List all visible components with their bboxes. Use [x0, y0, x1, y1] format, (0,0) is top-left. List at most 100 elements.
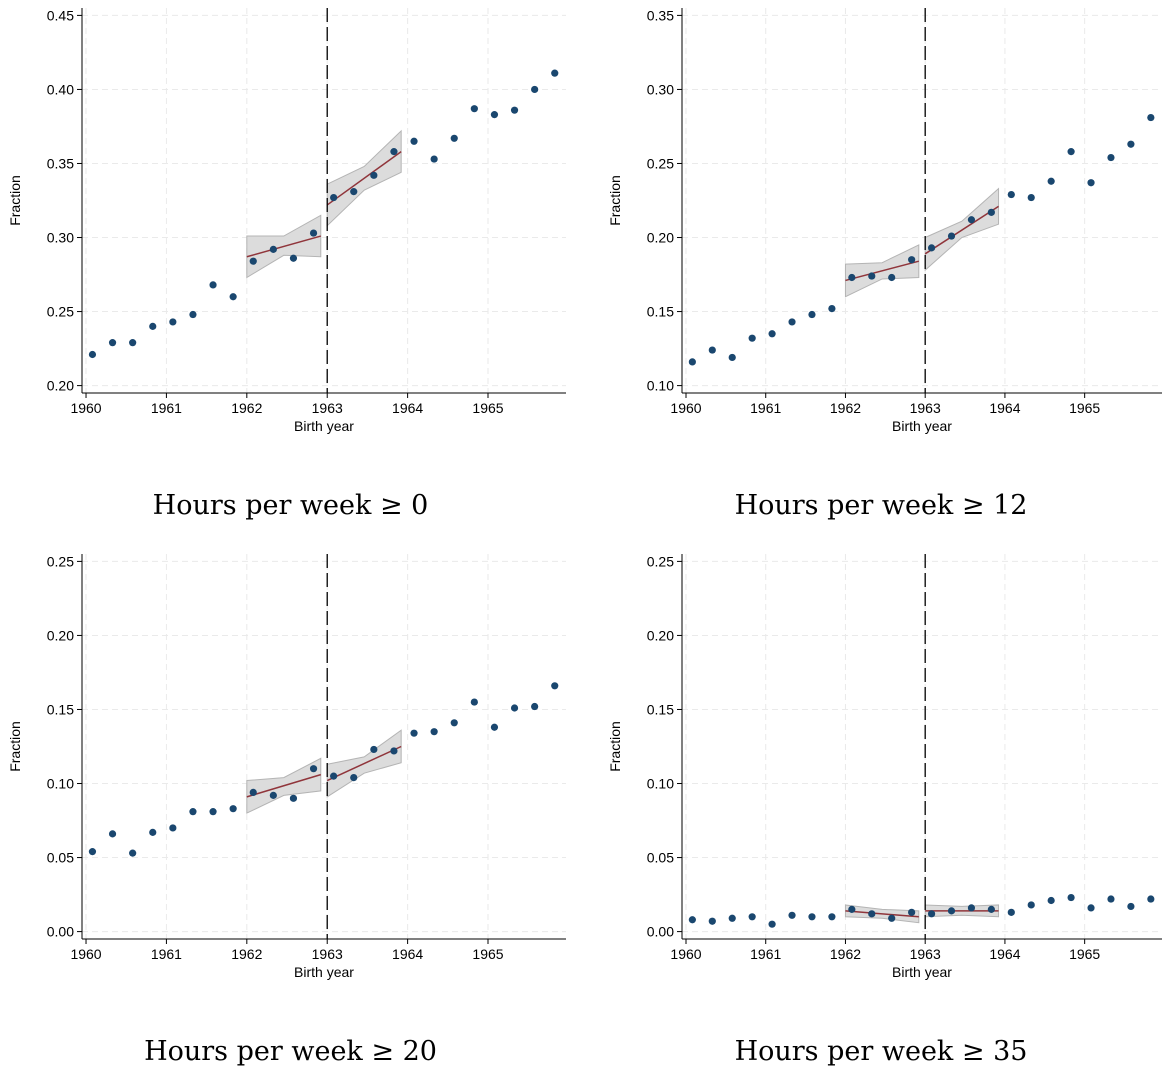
- fit-line: [326, 151, 402, 206]
- data-point: [309, 765, 318, 773]
- fit-line: [246, 773, 321, 798]
- data-point: [1127, 902, 1135, 911]
- data-point: [490, 723, 499, 731]
- y-tick-label: 0.35: [647, 7, 674, 23]
- x-tick-label: 1965: [1069, 400, 1100, 416]
- data-point: [808, 913, 816, 921]
- data-point: [410, 729, 418, 737]
- data-point: [350, 188, 358, 196]
- data-point: [967, 904, 976, 912]
- data-point: [748, 334, 756, 342]
- y-tick-label: 0.10: [47, 776, 74, 792]
- y-tick-label: 0.20: [47, 627, 74, 643]
- data-point: [249, 788, 257, 797]
- x-tick-label: 1964: [989, 946, 1020, 962]
- data-point: [189, 310, 197, 319]
- data-point: [330, 772, 338, 780]
- y-tick-label: 0.15: [647, 701, 674, 717]
- data-point: [450, 719, 458, 727]
- y-axis-title: Fraction: [607, 721, 623, 772]
- data-point: [149, 322, 157, 330]
- data-point: [510, 704, 519, 712]
- y-tick-label: 0.10: [647, 378, 674, 394]
- data-point: [209, 281, 217, 289]
- x-axis-title: Birth year: [294, 964, 354, 980]
- data-point: [551, 682, 559, 690]
- data-point: [330, 193, 338, 202]
- data-point: [108, 830, 117, 838]
- data-point: [888, 273, 896, 282]
- panel-hours-20: 0.00 0.05 0.10 0.15 0.20 0.25 1960 1961 1962 1963…: [0, 546, 581, 1082]
- data-point: [708, 917, 716, 925]
- data-point: [390, 148, 398, 156]
- data-point: [249, 257, 257, 265]
- caption-hours-35: Hours per week ≥ 35: [734, 1036, 1028, 1067]
- y-tick-label: 0.25: [47, 553, 74, 569]
- data-point: [728, 914, 736, 922]
- data-point: [189, 808, 197, 816]
- data-point: [828, 913, 836, 921]
- y-tick-label: 0.20: [47, 378, 74, 394]
- data-point: [551, 69, 559, 77]
- data-point: [229, 805, 237, 813]
- data-point: [1147, 895, 1155, 903]
- y-tick-label: 0.25: [47, 304, 74, 320]
- x-tick-label: 1961: [750, 400, 781, 416]
- data-point: [1107, 153, 1115, 162]
- panel-hours-35: 0.00 0.05 0.10 0.15 0.20 0.25 1960 1961 1962 1963…: [600, 546, 1162, 1082]
- data-point: [1007, 908, 1015, 916]
- chart-hours-12: 0.10 0.15 0.20 0.25 0.30 0.35 1960 1961 1962 1963…: [607, 7, 1162, 434]
- x-tick-label: 1963: [910, 400, 941, 416]
- data-point: [470, 105, 478, 113]
- data-point: [688, 358, 696, 366]
- x-tick-label: 1965: [1069, 946, 1100, 962]
- data-point: [450, 134, 458, 142]
- data-point: [510, 106, 519, 114]
- y-tick-label: 0.35: [47, 155, 74, 171]
- data-point: [708, 346, 716, 354]
- data-point: [1087, 179, 1095, 187]
- y-tick-label: 0.40: [47, 81, 74, 97]
- panel-hours-0: 0.20 0.25 0.30 0.35 0.40 0.45 1960 1961 1962 1963…: [0, 0, 581, 536]
- y-axis-title: Fraction: [607, 175, 623, 226]
- data-point: [88, 350, 97, 359]
- y-tick-label: 0.20: [647, 627, 674, 643]
- data-point: [728, 353, 736, 362]
- data-point: [169, 824, 177, 832]
- data-point: [289, 254, 298, 262]
- y-tick-label: 0.20: [647, 230, 674, 246]
- x-tick-label: 1962: [830, 946, 861, 962]
- caption-hours-12: Hours per week ≥ 12: [734, 490, 1028, 521]
- x-tick-label: 1963: [910, 946, 941, 962]
- data-point: [430, 728, 438, 736]
- data-point: [908, 908, 916, 916]
- data-point: [1067, 148, 1075, 156]
- data-point: [269, 245, 277, 253]
- data-point: [1147, 113, 1155, 122]
- data-point: [531, 702, 539, 711]
- data-point: [129, 849, 137, 857]
- data-point: [947, 232, 956, 240]
- data-point: [1127, 140, 1135, 148]
- x-tick-label: 1963: [312, 946, 343, 962]
- y-tick-label: 0.45: [47, 7, 74, 23]
- data-point: [748, 913, 756, 921]
- data-point: [927, 910, 936, 918]
- data-point: [908, 256, 916, 264]
- x-tick-label: 1965: [472, 946, 503, 962]
- y-axis-title: Fraction: [7, 721, 23, 772]
- x-tick-label: 1960: [670, 400, 701, 416]
- y-axis-title: Fraction: [7, 175, 23, 226]
- x-tick-label: 1962: [231, 400, 262, 416]
- data-point: [209, 808, 217, 816]
- x-tick-label: 1964: [392, 946, 423, 962]
- x-axis-title: Birth year: [294, 418, 354, 434]
- data-point: [531, 85, 539, 94]
- chart-hours-35: 0.00 0.05 0.10 0.15 0.20 0.25 1960 1961 1962 1963…: [607, 553, 1162, 980]
- data-point: [229, 293, 237, 301]
- data-point: [868, 272, 876, 280]
- y-tick-label: 0.15: [647, 304, 674, 320]
- data-point: [430, 155, 438, 163]
- fit-line: [246, 235, 321, 258]
- data-point: [848, 905, 856, 913]
